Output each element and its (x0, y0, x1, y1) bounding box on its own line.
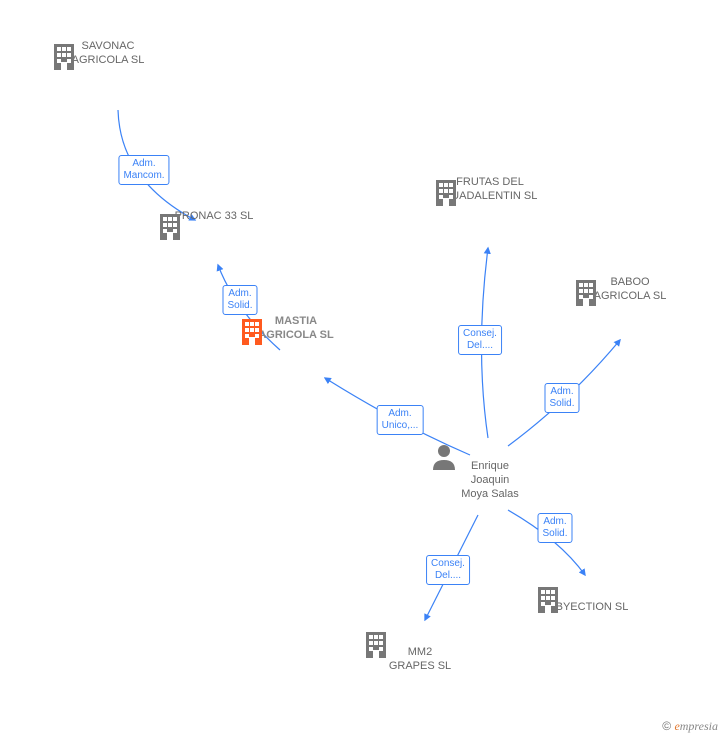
edge-label: Consej. Del.... (426, 555, 470, 585)
copyright-symbol: © (662, 719, 671, 733)
node-pronac[interactable]: PRONAC 33 SL (154, 210, 274, 242)
node-mastia[interactable]: MASTIA AGRICOLA SL (236, 315, 356, 361)
edge-label: Adm. Mancom. (118, 155, 169, 185)
edge-label: Consej. Del.... (458, 325, 502, 355)
node-enrique[interactable]: Enrique Joaquin Moya Salas (430, 442, 550, 501)
node-byection[interactable]: BYECTION SL (532, 583, 652, 615)
edge-label: Adm. Solid. (544, 383, 579, 413)
edge-label: Adm. Unico,... (377, 405, 424, 435)
edge-label: Adm. Solid. (222, 285, 257, 315)
copyright: © empresia (662, 719, 718, 734)
node-mm2[interactable]: MM2 GRAPES SL (360, 628, 480, 674)
brand-rest: mpresia (680, 719, 718, 733)
node-savonac[interactable]: SAVONAC AGRICOLA SL (48, 40, 168, 86)
node-frutas[interactable]: FRUTAS DEL GUADALENTIN SL (430, 176, 550, 222)
node-baboo[interactable]: BABOO AGRICOLA SL (570, 276, 690, 322)
edge-label: Adm. Solid. (537, 513, 572, 543)
